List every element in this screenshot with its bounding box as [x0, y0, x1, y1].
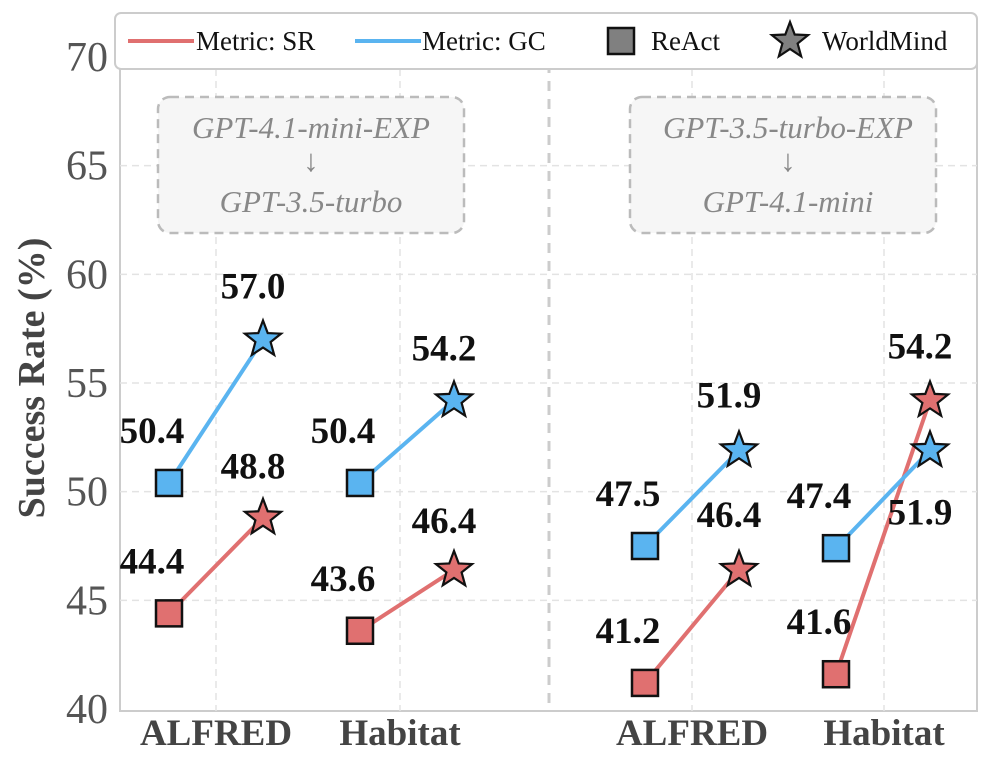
worldmind-marker	[432, 547, 476, 588]
series-line	[834, 448, 932, 550]
react-marker	[154, 599, 184, 628]
data-label: 41.6	[787, 602, 852, 643]
legend-star-swatch	[768, 18, 812, 59]
y-tick-label: 70	[66, 35, 108, 81]
series-line	[167, 338, 265, 485]
react-marker	[821, 659, 851, 689]
annotation-to: GPT-4.1-mini	[703, 184, 874, 219]
y-tick-label: 45	[66, 578, 108, 624]
y-tick-label: 40	[66, 687, 108, 733]
data-label: 47.5	[596, 474, 661, 515]
worldmind-marker	[241, 495, 285, 536]
x-tick-label: ALFRED	[140, 713, 292, 754]
y-tick-label: 55	[66, 361, 108, 407]
y-tick-label: 65	[66, 144, 108, 190]
react-marker	[154, 468, 184, 498]
data-label: 50.4	[311, 411, 376, 452]
x-tick-label: ALFRED	[616, 713, 768, 754]
y-axis-label: Success Rate (%)	[11, 238, 53, 519]
worldmind-marker	[908, 378, 952, 419]
data-label: 46.4	[412, 501, 477, 542]
x-tick-label: Habitat	[339, 713, 461, 754]
worldmind-marker	[717, 547, 761, 588]
data-label: 51.9	[888, 492, 953, 533]
data-label: 54.2	[888, 326, 953, 367]
legend-label: ReAct	[651, 26, 720, 56]
annotation-arrow: ↓	[303, 143, 319, 178]
data-labels: 44.4 48.8 43.6 46.4 50.4 57.0 50.4 54.2 41.2 46.4…	[120, 267, 953, 652]
annotation-from: GPT-4.1-mini-EXP	[192, 110, 430, 145]
data-label: 54.2	[412, 328, 477, 369]
series-line	[643, 568, 741, 685]
react-marker	[630, 531, 660, 561]
legend-box	[114, 12, 978, 70]
annotation-box	[628, 95, 938, 235]
annotation-from: GPT-3.5-turbo-EXP	[663, 110, 913, 145]
react-marker	[345, 468, 375, 498]
worldmind-marker	[241, 317, 285, 358]
react-marker	[630, 668, 660, 698]
data-label: 46.4	[697, 495, 762, 536]
y-tick-label: 60	[66, 252, 108, 298]
data-label: 57.0	[221, 267, 286, 308]
series-line	[358, 398, 456, 485]
legend-label: Metric: GC	[422, 26, 546, 56]
annotation-arrow: ↓	[780, 143, 796, 178]
annotation-box	[156, 95, 466, 235]
worldmind-marker	[432, 378, 476, 419]
data-label: 41.2	[596, 611, 661, 652]
series	[154, 317, 952, 698]
data-label: 47.4	[787, 476, 852, 517]
series-line	[358, 568, 456, 633]
annotations: GPT-4.1-mini-EXP↓GPT-3.5-turboGPT-3.5-tu…	[156, 95, 938, 235]
worldmind-marker	[717, 428, 761, 469]
x-tick-label: Habitat	[823, 713, 945, 754]
legend-label: Metric: SR	[196, 26, 315, 56]
legend: Metric: SR Metric: GC ReAct WorldMind	[114, 12, 978, 70]
annotation-to: GPT-3.5-turbo	[220, 184, 403, 219]
react-marker	[345, 616, 375, 646]
series-line	[167, 516, 265, 615]
legend-label: WorldMind	[822, 26, 948, 56]
worldmind-marker	[908, 428, 952, 469]
legend-square-swatch	[606, 26, 636, 56]
series-line	[643, 448, 741, 548]
data-label: 48.8	[221, 447, 286, 488]
data-label: 51.9	[697, 375, 762, 416]
react-marker	[821, 533, 851, 563]
data-label: 43.6	[311, 559, 376, 600]
data-label: 44.4	[120, 541, 185, 582]
y-tick-label: 50	[66, 470, 108, 516]
data-label: 50.4	[120, 411, 185, 452]
x-axis: ALFRED Habitat ALFRED Habitat	[140, 713, 945, 754]
y-axis: 40 45 50 55 60 65 70	[66, 35, 108, 733]
